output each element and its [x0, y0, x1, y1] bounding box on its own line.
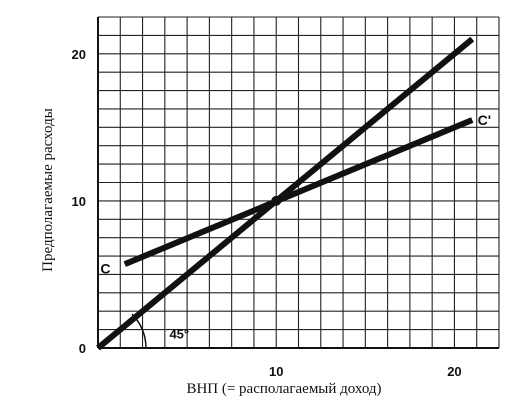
x-tick-label: 10 [269, 364, 283, 379]
intersection-point [271, 195, 282, 206]
x-axis-title: ВНП (= располагаемый доход) [186, 381, 381, 397]
series-label: C' [478, 112, 491, 128]
y-axis-title: Предполагаемые расходы [40, 108, 56, 272]
y-tick-label: 20 [72, 47, 86, 62]
consumption-line [123, 117, 474, 267]
labels: C C' 45° [100, 112, 491, 349]
series-label: C [100, 261, 110, 277]
angle-arc [131, 313, 147, 349]
y-tick-label: 10 [72, 194, 86, 209]
grid [98, 16, 500, 348]
angle-label: 45° [169, 327, 189, 342]
axes: 0 10 20 10 20 ВНП (= располагаемый доход) Пред… [40, 17, 499, 397]
y-tick-label: 0 [79, 341, 86, 356]
x-tick-label: 20 [447, 364, 461, 379]
line-45-degree [96, 36, 475, 351]
series-lines [96, 36, 475, 351]
